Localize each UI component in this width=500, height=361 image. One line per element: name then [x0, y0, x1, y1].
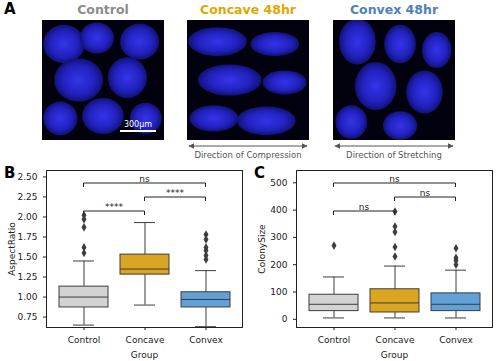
svg-text:ns: ns	[359, 202, 370, 212]
svg-text:1.50: 1.50	[17, 252, 37, 262]
svg-text:Concave: Concave	[376, 335, 415, 345]
svg-text:ns: ns	[420, 188, 431, 198]
svg-text:0.75: 0.75	[17, 312, 37, 322]
svg-text:200: 200	[270, 260, 287, 270]
svg-text:Control: Control	[68, 335, 101, 345]
svg-text:****: ****	[166, 188, 185, 198]
svg-text:ns: ns	[139, 174, 150, 184]
svg-text:1.00: 1.00	[17, 292, 37, 302]
html-text:B: B	[4, 164, 16, 182]
svg-text:300: 300	[270, 232, 287, 242]
svg-text:Direction of Compression: Direction of Compression	[194, 150, 301, 160]
svg-text:100: 100	[270, 287, 287, 297]
svg-text:400: 400	[270, 205, 287, 215]
svg-text:0: 0	[282, 314, 288, 324]
svg-text:2.00: 2.00	[17, 212, 37, 222]
svg-text:300µm: 300µm	[124, 120, 152, 129]
svg-text:ColonySize: ColonySize	[257, 224, 267, 274]
svg-text:Control: Control	[77, 2, 129, 17]
svg-text:Convex 48hr: Convex 48hr	[350, 2, 439, 17]
svg-text:Convex: Convex	[439, 335, 473, 345]
svg-text:AspectRatio: AspectRatio	[7, 222, 17, 276]
html-text:A: A	[4, 0, 16, 18]
svg-text:Control: Control	[318, 335, 351, 345]
svg-text:Group: Group	[131, 350, 159, 360]
svg-text:Direction of Stretching: Direction of Stretching	[346, 150, 442, 160]
svg-text:1.75: 1.75	[17, 232, 37, 242]
svg-text:2.50: 2.50	[17, 172, 37, 182]
svg-text:Concave: Concave	[126, 335, 165, 345]
svg-text:2.25: 2.25	[17, 192, 37, 202]
svg-text:500: 500	[270, 178, 287, 188]
svg-text:1.25: 1.25	[17, 272, 37, 282]
html-text:C: C	[254, 164, 265, 182]
svg-text:Convex: Convex	[189, 335, 223, 345]
svg-text:ns: ns	[389, 174, 400, 184]
svg-text:Group: Group	[381, 350, 409, 360]
svg-text:****: ****	[105, 202, 124, 212]
svg-text:Concave 48hr: Concave 48hr	[200, 2, 297, 17]
